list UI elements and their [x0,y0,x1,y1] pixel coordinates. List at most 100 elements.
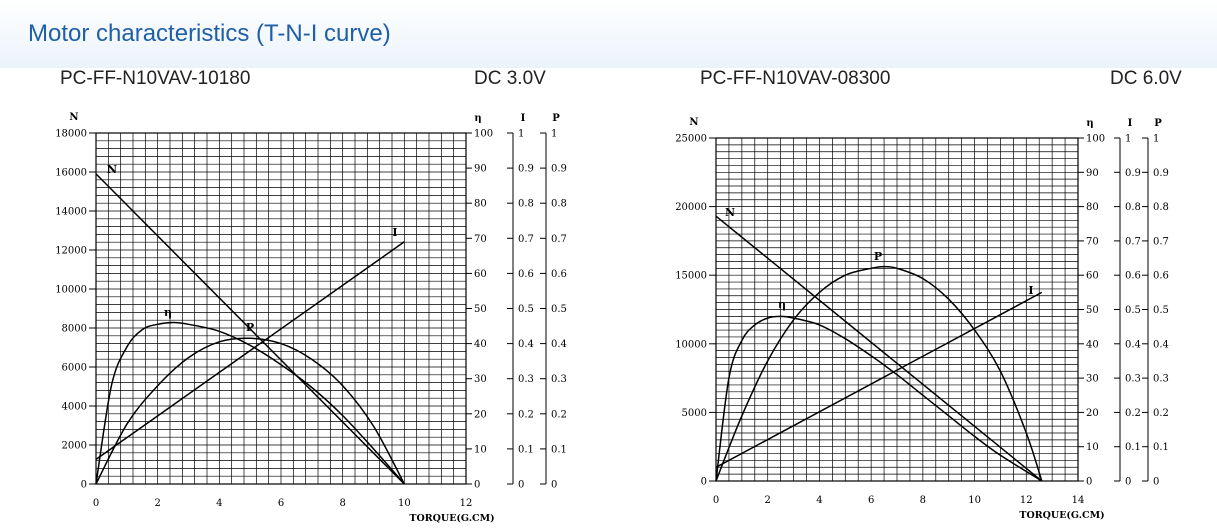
tick-label-eta: 100 [1086,134,1105,145]
tick-label-i: 0.7 [1125,236,1141,247]
tick-label-p: 1 [1153,134,1159,145]
tick-label-eta: 20 [1086,408,1099,419]
tick-label-p: 0.3 [551,374,567,385]
axis-label-n: N [69,112,78,123]
tick-label-eta: 10 [1086,442,1099,453]
tick-label-p: 0.7 [1153,236,1169,247]
tick-label-i: 0.3 [518,374,534,385]
x-axis-label: TORQUE(G.CM) [409,513,494,524]
tick-label-p: 0 [1153,477,1159,488]
tick-label-x: 14 [1072,495,1085,506]
series-eta-label: η [778,298,786,311]
tick-label-i: 0.5 [518,304,534,315]
tick-label-i: 0 [518,480,524,491]
tick-label-p: 0 [551,480,557,491]
tick-label-x: 4 [816,495,822,506]
axis-label-p: P [1154,118,1162,129]
tick-label-n: 12000 [55,246,87,257]
tick-label-eta: 30 [474,374,487,385]
tick-label-i: 0.9 [518,164,534,175]
tick-label-eta: 50 [1086,305,1099,316]
tick-label-eta: 10 [474,444,487,455]
tick-label-eta: 0 [1086,477,1092,488]
tick-label-x: 10 [398,498,411,509]
tick-label-p: 0.1 [551,444,567,455]
tick-label-eta: 70 [1086,236,1099,247]
tick-label-n: 6000 [62,363,87,374]
tick-label-eta: 20 [474,409,487,420]
tick-label-i: 0.4 [518,339,534,350]
tick-label-n: 25000 [675,134,707,145]
tick-label-eta: 0 [474,480,480,491]
chart1-voltage: DC 3.0V [474,68,546,89]
series-p-label: P [874,250,882,263]
tick-label-n: 14000 [55,207,87,218]
tick-label-i: 0.6 [1125,271,1141,282]
tick-label-i: 1 [518,129,524,140]
tick-label-n: 0 [701,477,707,488]
series-eta-curve [95,321,405,485]
tick-label-n: 16000 [55,168,87,179]
series-i-curve [715,291,1043,468]
tick-label-n: 2000 [62,441,87,452]
chart2-voltage: DC 6.0V [1110,68,1182,89]
tick-label-i: 1 [1125,134,1131,145]
tick-label-eta: 50 [474,304,487,315]
tick-label-i: 0.8 [518,199,534,210]
tick-label-x: 8 [920,495,926,506]
header-band: Motor characteristics (T-N-I curve) [0,0,1217,68]
tick-label-i: 0.9 [1125,168,1141,179]
tick-label-p: 0.5 [551,304,567,315]
tick-label-eta: 40 [1086,339,1099,350]
tick-label-p: 0.8 [551,199,567,210]
tick-label-n: 15000 [675,271,707,282]
axis-label-eta: η [474,113,481,124]
tick-label-i: 0.6 [518,269,534,280]
tick-label-x: 6 [278,498,284,509]
tick-label-x: 0 [713,495,719,506]
axis-label-n: N [689,117,698,128]
tick-label-i: 0.3 [1125,374,1141,385]
tick-label-x: 10 [968,495,981,506]
tick-label-p: 0.2 [1153,408,1169,419]
tick-label-i: 0.1 [518,444,534,455]
tick-label-eta: 60 [1086,271,1099,282]
tick-label-i: 0.5 [1125,305,1141,316]
tick-label-eta: 60 [474,269,487,280]
tick-label-x: 6 [868,495,874,506]
tick-label-x: 12 [460,498,473,509]
axis-label-p: P [552,113,560,124]
series-eta-curve [715,315,1043,482]
tick-label-n: 5000 [682,408,707,419]
tick-label-i: 0.2 [518,409,534,420]
series-n-curve [95,173,405,485]
tick-label-eta: 30 [1086,374,1099,385]
series-p-curve [715,265,1043,482]
tick-label-i: 0.2 [1125,408,1141,419]
tick-label-x: 2 [765,495,771,506]
tick-label-n: 18000 [55,129,87,140]
axis-label-i: I [1128,118,1133,129]
tick-label-eta: 80 [474,199,487,210]
grid [716,138,1078,481]
tick-label-i: 0.4 [1125,339,1141,350]
tick-label-x: 8 [339,498,345,509]
tick-label-p: 0.5 [1153,305,1169,316]
tick-label-x: 2 [154,498,160,509]
series-n-label: N [107,163,117,176]
chart2-model: PC-FF-N10VAV-08300 [700,68,891,89]
x-axis-label: TORQUE(G.CM) [1019,510,1104,521]
tick-label-p: 0.1 [1153,442,1169,453]
tick-label-p: 0.4 [1153,339,1169,350]
tick-label-p: 0.9 [1153,168,1169,179]
tick-label-i: 0.7 [518,234,534,245]
tick-label-eta: 40 [474,339,487,350]
grid [96,133,466,484]
tick-label-p: 0.2 [551,409,567,420]
tick-label-p: 0.4 [551,339,567,350]
tick-label-n: 4000 [62,402,87,413]
tick-label-i: 0 [1125,477,1131,488]
tick-label-n: 10000 [55,285,87,296]
